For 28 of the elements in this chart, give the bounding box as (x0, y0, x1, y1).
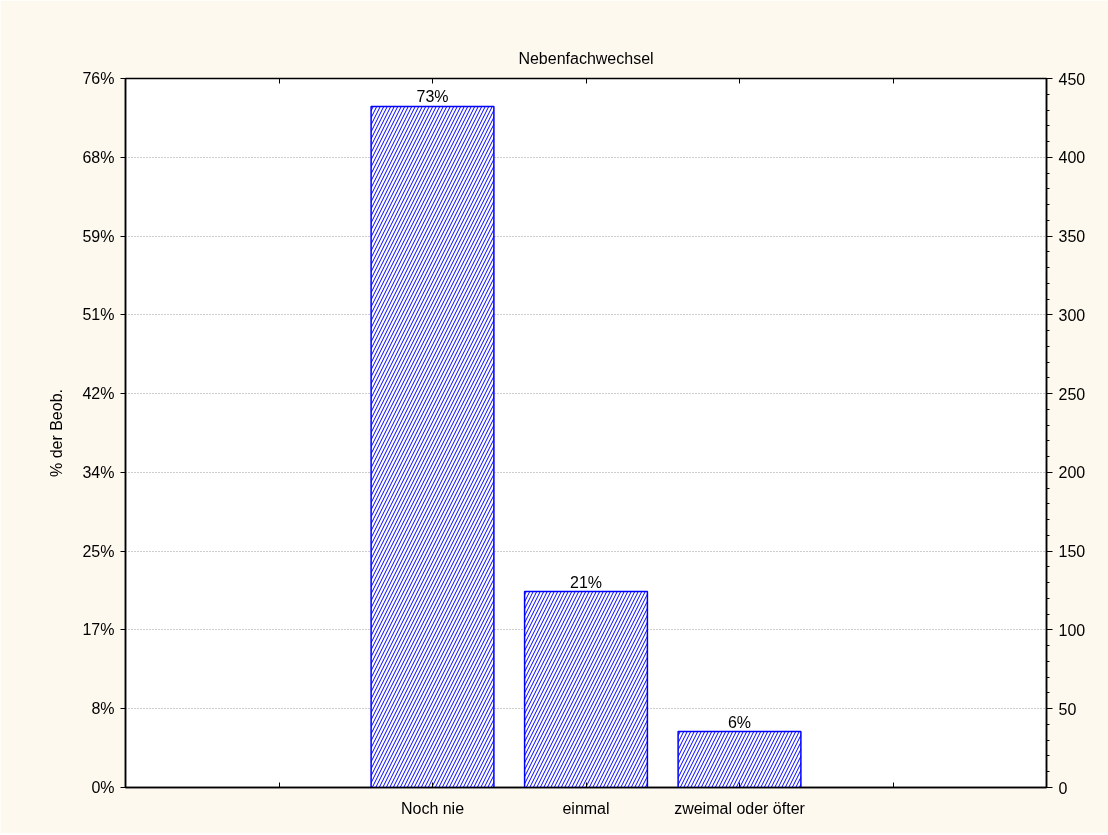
y2-tick-label: 200 (1058, 464, 1086, 482)
y2-tick-label: 100 (1058, 621, 1086, 639)
chart-title: Nebenfachwechsel (518, 49, 654, 67)
y-tick-label: 34% (82, 463, 115, 481)
data-label: 21% (569, 573, 603, 591)
y-tick-label: 8% (91, 700, 115, 718)
y-tick-label: 68% (82, 148, 115, 166)
y-tick-label: 17% (82, 621, 115, 639)
data-label: 6% (727, 713, 752, 731)
y-tick-label: 25% (82, 542, 115, 560)
y2-tick-label: 400 (1058, 149, 1086, 167)
y-tick-label: 76% (82, 70, 115, 87)
y2-tick-label: 350 (1058, 228, 1086, 246)
x-tick-label: zweimal oder öfter (674, 799, 806, 817)
y-tick-label: 42% (82, 385, 115, 403)
y2-tick-label: 250 (1058, 385, 1086, 403)
y-axis-title: % der Beob. (48, 388, 66, 478)
data-label: 73% (416, 88, 449, 106)
y-tick-label: 59% (82, 227, 115, 245)
y2-tick-label: 0 (1058, 779, 1068, 797)
y-tick-label: 0% (91, 779, 115, 796)
x-tick-label: Noch nie (400, 799, 465, 817)
y-tick-label: 51% (82, 306, 115, 324)
y2-tick-label: 50 (1058, 700, 1077, 718)
x-tick-label: einmal (562, 799, 610, 817)
y2-tick-label: 300 (1058, 306, 1086, 324)
y2-tick-label: 150 (1058, 543, 1086, 561)
y2-tick-label: 450 (1058, 70, 1086, 88)
